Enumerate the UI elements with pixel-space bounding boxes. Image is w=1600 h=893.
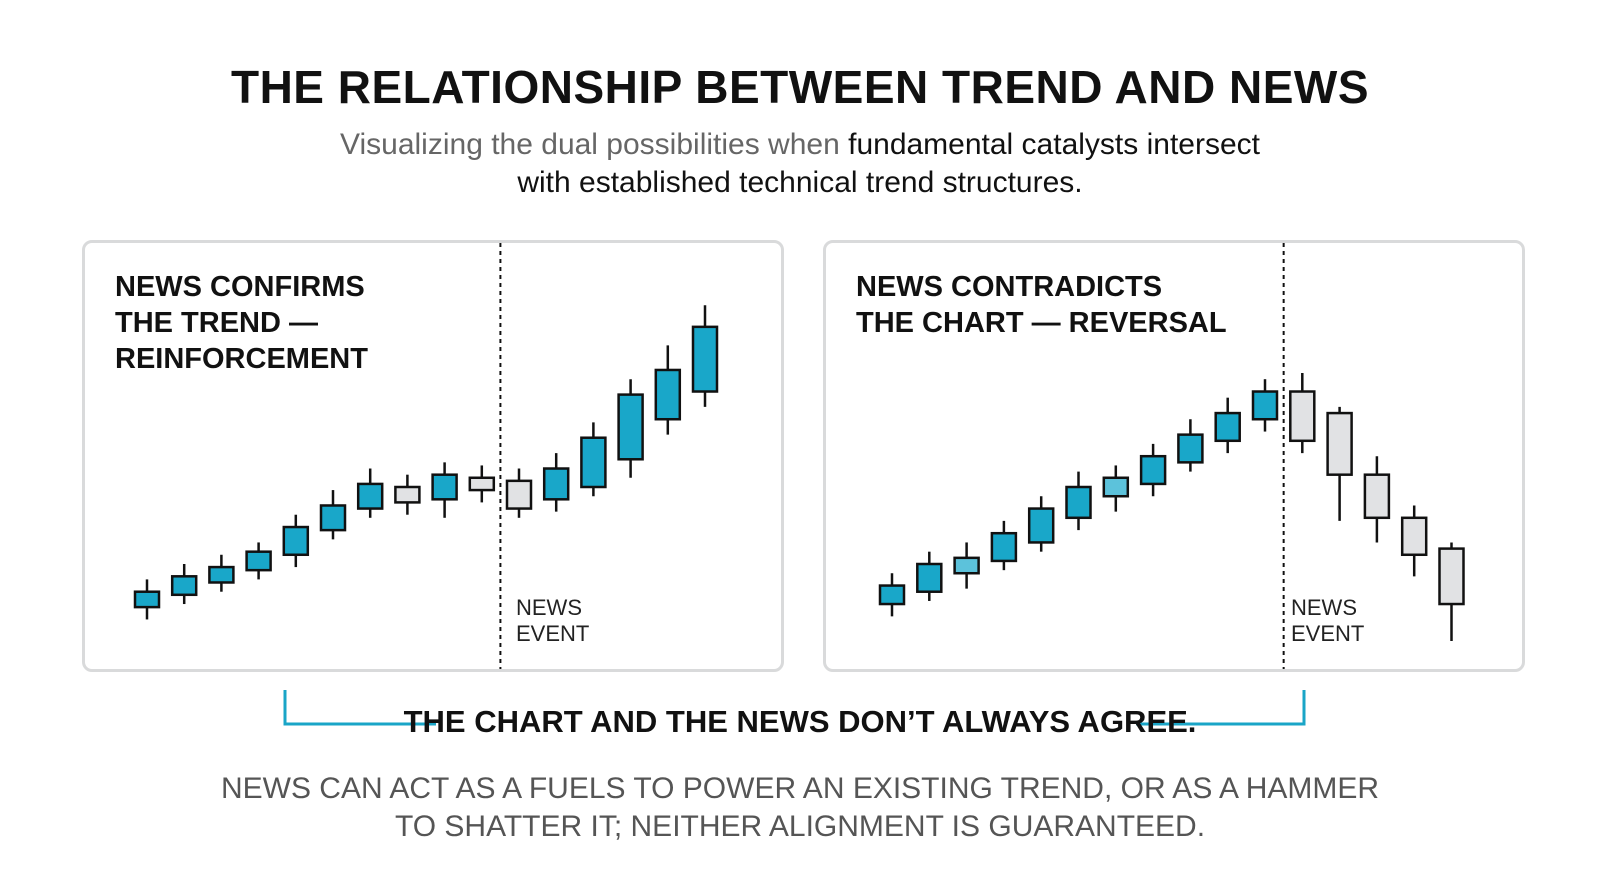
panel-confirms-trend: NEWS CONFIRMS THE TREND — REINFORCEMENT … [82,240,784,672]
candle [468,465,496,503]
candle-body [1251,390,1279,421]
candle [1438,542,1465,641]
candle-body [617,393,644,461]
candle-body [208,565,235,584]
candle [208,554,235,592]
candle-body [1289,390,1316,443]
candle-body [878,584,906,606]
candle [505,468,533,518]
candle-body [133,590,161,609]
candle-body [245,550,272,572]
candle-body [990,531,1018,563]
candle-body [1177,433,1204,464]
candle-body [1400,516,1428,557]
candle [282,514,310,568]
candle [1065,471,1092,531]
candle [1027,496,1055,552]
candle [1177,419,1204,472]
candle [133,579,161,620]
page-title: THE RELATIONSHIP BETWEEN TREND AND NEWS [230,61,1369,113]
candle-body [691,325,719,393]
page-subtitle: Visualizing the dual possibilities when … [300,126,1300,202]
candle-body [654,368,682,421]
candle-body [1102,476,1130,498]
candlestick-chart-contradicts [878,243,1465,669]
footer-line-2: TO SHATTER IT; NEITHER ALIGNMENT IS GUAR… [394,810,1206,843]
candle-body [1438,547,1465,606]
subtitle-dark-text-1: fundamental catalysts intersect [848,128,1260,161]
candle-body [916,562,943,593]
candle [617,379,644,478]
candle-body [542,467,570,501]
candle [953,542,980,589]
candle-body [431,473,458,501]
candle-body [1027,507,1055,544]
candle-body [1214,411,1241,443]
news-event-label-left: NEWS EVENT [516,595,590,646]
footer-text: NEWS CAN ACT AS A FUELS TO POWER AN EXIS… [200,770,1400,846]
candle [916,551,943,601]
candle [542,453,570,512]
candle [878,573,906,617]
candle [1214,397,1241,454]
candle-body [282,525,310,557]
candle-body [1363,473,1391,520]
bracket-caption: THE CHART AND THE NEWS DON’T ALWAYS AGRE… [403,704,1197,739]
candle [431,462,458,518]
candle [170,564,198,605]
news-event-label-right: NEWS EVENT [1291,595,1365,646]
panel-contradicts-chart: NEWS CONTRADICTS THE CHART — REVERSAL NE… [823,240,1525,672]
candle [1400,505,1428,577]
candle [1139,443,1167,497]
candle [319,490,347,540]
candle-body [468,476,496,492]
candle-body [580,436,607,489]
panel-title-confirms: NEWS CONFIRMS THE TREND — REINFORCEMENT [115,271,368,375]
subtitle-light-text: Visualizing the dual possibilities when [340,128,849,161]
candle [356,468,384,518]
panel-title-contradicts: NEWS CONTRADICTS THE CHART — REVERSAL [856,271,1227,339]
candle-body [170,575,198,597]
candle [394,474,421,515]
candle-body [1326,411,1353,476]
candle-body [319,504,347,532]
candle [580,422,607,497]
candle [1289,373,1316,454]
candle-body [394,485,421,504]
candle-body [356,482,384,510]
candle [654,345,682,435]
candle [1326,406,1353,521]
subtitle-dark-text-2: with established technical trend structu… [517,166,1083,199]
candle-body [505,479,533,510]
candle-body [953,556,980,575]
candle [1102,465,1130,512]
candle [990,520,1018,571]
candle [691,305,719,407]
candlestick-chart-confirms [133,243,719,669]
candle-body [1065,485,1092,520]
candle [1363,456,1391,543]
candle [1251,379,1279,432]
candle-body [1139,454,1167,486]
footer-line-1: NEWS CAN ACT AS A FUELS TO POWER AN EXIS… [220,772,1380,805]
candle [245,542,272,580]
